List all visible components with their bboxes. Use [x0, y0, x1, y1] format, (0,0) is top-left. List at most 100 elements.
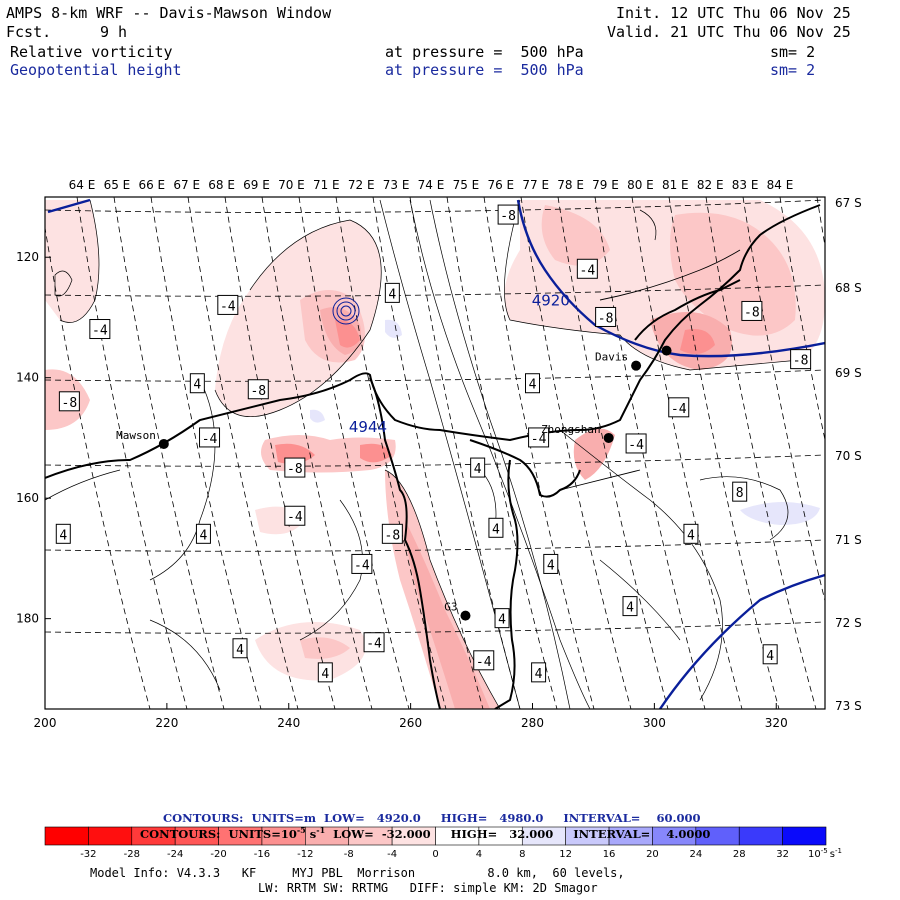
vorticity-label-box — [543, 553, 559, 574]
vorticity-label: -4 — [476, 655, 492, 670]
longitude-line — [779, 197, 825, 442]
colorbar-label: 24 — [689, 849, 702, 860]
contours1-low: LOW= 4920.0 — [324, 811, 421, 825]
lat-label: 68 S — [835, 281, 862, 295]
vorticity-label-box — [232, 638, 248, 659]
longitude-line — [298, 197, 410, 709]
colorbar-label: -32 — [80, 849, 96, 860]
vorticity-label: 4 — [193, 378, 201, 393]
vorticity-label-box — [470, 457, 486, 478]
contours2-high: HIGH= 32.000 — [450, 826, 554, 841]
vorticity-label: -4 — [287, 510, 303, 525]
vorticity-label-box — [284, 505, 306, 526]
contours1-label: CONTOURS: — [163, 811, 244, 825]
vorticity-label: -8 — [793, 354, 809, 369]
lon-label: 64 E — [69, 178, 96, 192]
contours-height-info: CONTOURS: UNITS=m LOW= 4920.0 HIGH= 4980… — [155, 797, 700, 825]
longitude-line — [76, 197, 188, 709]
longitude-labels: 64 E 65 E 66 E 67 E 68 E 69 E 70 E 71 E 72 E 73 E… — [69, 178, 794, 192]
x-axis: 200 220 240 260 280 300 320 — [34, 703, 788, 730]
vorticity-label: -8 — [744, 305, 760, 320]
vorticity-label-box — [622, 596, 638, 617]
lat-label: 73 S — [835, 699, 862, 713]
init-time: Init. 12 UTC Thu 06 Nov 25 — [616, 4, 851, 22]
colorbar: -32 -28 -24 -20 -16 -12 -8 -4 0 4 8 12 16 20 24 28 32 — [44, 826, 827, 860]
vorticity-label: -4 — [220, 299, 236, 314]
longitude-line — [631, 197, 743, 709]
vorticity-label: -8 — [62, 396, 78, 411]
field2-level: at pressure = 500 hPa — [385, 61, 584, 79]
longitude-line — [594, 197, 706, 709]
contours2-low: LOW= -32.000 — [333, 826, 431, 841]
longitude-line — [261, 197, 373, 709]
vorticity-label-box — [741, 300, 763, 321]
latitude-grid — [45, 199, 825, 634]
y-tick-label: 120 — [16, 250, 39, 264]
station-marker — [603, 432, 614, 443]
vorticity-label: 4 — [474, 462, 482, 477]
lon-label: 70 E — [278, 178, 305, 192]
vorticity-label-box — [625, 433, 647, 454]
longitude-line — [187, 197, 299, 709]
colorbar-swatch — [782, 826, 827, 846]
colorbar-label: 16 — [603, 849, 616, 860]
coastline — [45, 204, 821, 709]
vorticity-label: -8 — [385, 528, 401, 543]
vorticity-label: 4 — [529, 378, 537, 393]
lon-label: 84 E — [767, 178, 794, 192]
vorticity-label: 4 — [535, 667, 543, 682]
contours1-units: UNITS=m — [251, 811, 317, 825]
field2-name: Geopotential height — [10, 61, 182, 79]
vorticity-label: -4 — [92, 324, 108, 339]
vorticity-label: -8 — [250, 384, 266, 399]
vorticity-label-box — [55, 523, 71, 544]
lon-label: 82 E — [697, 178, 724, 192]
colorbar-label: 8 — [519, 849, 525, 860]
vorticity-label: 4 — [766, 649, 774, 664]
vorticity-label-box — [317, 662, 333, 683]
contours2-units-suffix: s — [309, 826, 317, 841]
height-labels: 4920 4944 — [349, 291, 570, 435]
vorticity-label-box — [199, 427, 221, 448]
vorticity-label: 4 — [687, 528, 695, 543]
vorticity-label-box — [525, 373, 540, 394]
longitude-line — [224, 197, 336, 709]
colorbar-swatch — [738, 826, 783, 846]
vorticity-label: -8 — [287, 462, 303, 477]
vorticity-label: -4 — [354, 558, 370, 573]
colorbar-label: -28 — [124, 849, 140, 860]
y-tick-label: 180 — [16, 612, 39, 626]
vorticity-label-box — [384, 282, 400, 303]
longitude-line — [705, 197, 817, 709]
colorbar-unit: 10-5 s-1 — [808, 847, 842, 860]
vorticity-labels: -84-4-4-4-8 -8-8-84-8-4-8-44-4-448-4-84 4 4… — [55, 204, 812, 683]
lon-label: 66 E — [138, 178, 165, 192]
y-axis: 120 140 160 180 — [16, 250, 51, 626]
lon-label: 75 E — [453, 178, 480, 192]
vorticity-label: -4 — [202, 432, 218, 447]
model-info-line2: LW: RRTM SW: RRTMG DIFF: simple KM: 2D S… — [258, 881, 598, 895]
colorbar-label: -20 — [210, 849, 226, 860]
lat-label: 69 S — [835, 366, 862, 380]
colorbar-label: -24 — [167, 849, 183, 860]
vorticity-label: 4 — [321, 667, 329, 682]
field2-smooth: sm= 2 — [770, 61, 816, 79]
station-label: Zhongshan — [541, 423, 601, 436]
longitude-line — [520, 197, 632, 709]
station-marker — [158, 438, 169, 449]
colorbar-label: -8 — [344, 849, 354, 860]
vorticity-label: -4 — [531, 432, 547, 447]
vorticity-label: 4 — [547, 558, 555, 573]
lon-label: 79 E — [592, 178, 619, 192]
forecast-value: 9 h — [100, 23, 128, 41]
colorbar-label: 20 — [646, 849, 659, 860]
station-label: Mawson — [116, 429, 156, 442]
longitude-line — [668, 197, 780, 709]
vorticity-label: -8 — [500, 209, 516, 224]
vorticity-label: -4 — [671, 402, 687, 417]
station-label: Davis — [595, 351, 628, 364]
vorticity-label-box — [381, 523, 403, 544]
vorticity-label-box — [488, 517, 504, 538]
vorticity-label: 4 — [200, 528, 208, 543]
